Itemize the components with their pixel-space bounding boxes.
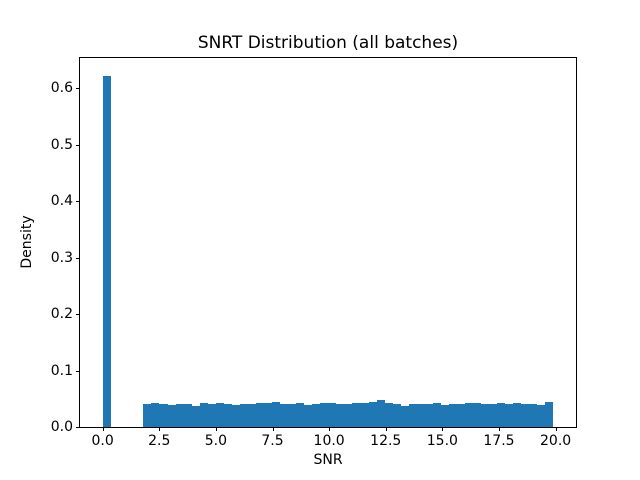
histogram-bar	[176, 404, 184, 427]
x-tick-label: 15.0	[426, 433, 458, 449]
y-tick	[76, 258, 80, 259]
histogram-bar	[385, 403, 393, 427]
y-tick	[76, 145, 80, 146]
y-tick	[76, 201, 80, 202]
y-axis-ticks: 0.0 0.1 0.2 0.3 0.4 0.5 0.6	[51, 58, 576, 434]
histogram-bar	[248, 404, 256, 427]
histogram-bar	[505, 404, 513, 427]
histogram-bar	[344, 404, 352, 427]
x-tick-label: 5.0	[204, 433, 228, 449]
x-tick-label: 10.0	[313, 433, 345, 449]
x-tick-label: 2.5	[148, 433, 171, 449]
histogram-bar	[320, 403, 328, 427]
histogram-bar	[377, 400, 385, 427]
y-tick	[76, 88, 80, 89]
histogram-bar	[473, 403, 481, 427]
histogram-bar	[208, 404, 216, 427]
x-tick	[556, 427, 557, 431]
x-tick-label: 20.0	[540, 433, 572, 449]
y-tick-label: 0.5	[50, 136, 73, 153]
histogram-bar	[417, 404, 425, 427]
histogram-bar	[449, 404, 457, 427]
x-tick	[442, 427, 443, 431]
histogram-bar	[312, 404, 320, 427]
x-tick	[273, 427, 274, 431]
x-tick	[329, 427, 330, 431]
y-tick-label: 0.4	[50, 193, 73, 210]
histogram-bar	[256, 403, 264, 427]
histogram-bar	[184, 404, 192, 427]
x-tick-label: 7.5	[261, 433, 284, 449]
y-tick-label: 0.2	[50, 306, 73, 323]
y-tick	[76, 371, 80, 372]
chart-title: SNRT Distribution (all batches)	[197, 33, 459, 53]
y-tick	[76, 427, 80, 428]
histogram-bar	[393, 404, 401, 427]
histogram-bar	[513, 403, 521, 427]
histogram-bar	[457, 404, 465, 427]
histogram-bar	[441, 405, 449, 427]
x-tick	[216, 427, 217, 431]
histogram-bar	[168, 405, 176, 427]
histogram-bar	[481, 404, 489, 427]
x-axis-ticks: 0.0 2.5 5.0 7.5 10.0 12.5 15.0 17.5 20.0	[80, 58, 576, 448]
histogram-bar	[224, 404, 232, 427]
x-tick-label: 0.0	[91, 433, 114, 449]
y-tick	[76, 314, 80, 315]
histogram-bar	[240, 404, 248, 427]
x-tick	[499, 427, 500, 431]
x-tick	[159, 427, 160, 431]
histogram-bar	[425, 404, 433, 427]
histogram-bar	[352, 403, 361, 427]
histogram-bar	[369, 402, 377, 427]
y-tick-label: 0.0	[50, 419, 73, 435]
histogram-bar	[465, 403, 473, 427]
histogram-bar	[361, 403, 369, 427]
histogram-bar	[264, 403, 272, 427]
histogram-bar	[103, 76, 111, 427]
histogram-bar	[545, 402, 553, 427]
histogram-bar	[497, 403, 505, 427]
histogram-bar	[200, 403, 208, 427]
histogram-bar	[216, 403, 224, 427]
histogram-bar	[143, 404, 151, 427]
histogram-bar	[192, 406, 200, 427]
histogram-bar	[433, 403, 441, 427]
x-tick	[386, 427, 387, 431]
histogram-bar	[336, 404, 344, 427]
y-tick-label: 0.1	[50, 362, 73, 379]
histogram-bar	[401, 406, 409, 427]
x-tick	[103, 427, 104, 431]
histogram-bar	[529, 404, 537, 427]
histogram-bar	[537, 405, 545, 427]
histogram-bar	[232, 405, 240, 427]
histogram-bar	[159, 404, 168, 427]
histogram-bar	[288, 404, 296, 427]
histogram-bar	[272, 402, 280, 427]
plot-area: 0.0 2.5 5.0 7.5 10.0 12.5 15.0 17.5 20.0 0.0 0.1 0…	[51, 57, 577, 448]
x-tick-label: 17.5	[483, 433, 515, 449]
histogram-bar	[328, 403, 336, 427]
y-tick-label: 0.3	[50, 249, 73, 266]
histogram-bar	[409, 404, 417, 427]
histogram-bar	[521, 404, 529, 427]
histogram-bar	[151, 403, 159, 427]
bars-layer	[80, 58, 576, 427]
histogram-bar	[304, 405, 312, 427]
x-axis-label: SNR	[313, 452, 343, 468]
histogram-bar	[280, 404, 288, 427]
histogram-bar	[296, 403, 304, 427]
histogram-bar	[489, 404, 497, 427]
y-axis-label: Density	[19, 215, 35, 269]
x-tick-label: 12.5	[370, 433, 402, 449]
y-tick-label: 0.6	[50, 80, 73, 97]
